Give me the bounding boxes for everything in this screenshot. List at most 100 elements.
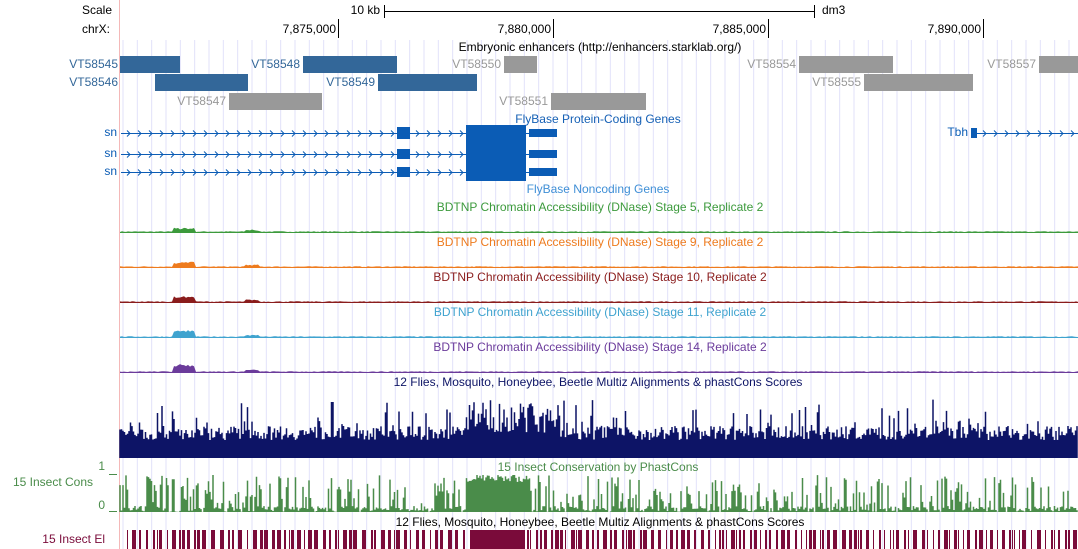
- element: [247, 530, 248, 549]
- element: [530, 530, 531, 549]
- element: [833, 530, 837, 549]
- scale-label: Scale: [82, 3, 112, 17]
- element: [544, 530, 547, 549]
- element: [908, 530, 909, 549]
- element: [435, 530, 438, 549]
- element: [335, 530, 337, 549]
- element: [349, 530, 352, 549]
- element: [687, 530, 690, 549]
- element: [754, 530, 757, 549]
- track-title: 12 Flies, Mosquito, Honeybee, Beetle Mul…: [394, 375, 803, 389]
- element: [860, 530, 862, 549]
- ruler-tick-label: 7,875,000: [283, 22, 337, 36]
- element: [197, 530, 200, 549]
- element: [1009, 530, 1011, 549]
- element: [187, 530, 190, 549]
- element: [388, 530, 391, 549]
- element: [938, 530, 940, 549]
- track-title: Embryonic enhancers (http://enhancers.st…: [459, 40, 742, 54]
- element: [904, 530, 906, 549]
- element: [701, 530, 704, 549]
- element: [896, 530, 899, 549]
- enhancer: [864, 74, 973, 91]
- element: [592, 530, 594, 549]
- element: [997, 530, 998, 549]
- element: [781, 530, 785, 549]
- element: [565, 530, 566, 549]
- element: [986, 530, 987, 549]
- signal: [119, 475, 1078, 512]
- element: [396, 530, 400, 549]
- element: [448, 530, 452, 549]
- enhancer: [378, 74, 477, 91]
- element: [182, 530, 185, 549]
- element: [232, 530, 234, 549]
- element: [1037, 530, 1041, 549]
- enhancer: [551, 93, 646, 110]
- element: [308, 530, 312, 549]
- gene-label: Tbh: [947, 125, 968, 139]
- element: [157, 530, 158, 549]
- gene-label: sn: [104, 125, 117, 139]
- gene-label: sn: [104, 146, 117, 160]
- element: [626, 530, 627, 549]
- element: [571, 530, 575, 549]
- ruler-tick-label: 7,885,000: [713, 22, 767, 36]
- element: [297, 530, 301, 549]
- element: [153, 530, 155, 549]
- element: [731, 530, 735, 549]
- track-title: 12 Flies, Mosquito, Honeybee, Beetle Mul…: [396, 515, 805, 529]
- exon: [397, 149, 410, 159]
- element: [866, 530, 869, 549]
- exon-block: [466, 125, 526, 181]
- element: [179, 530, 181, 549]
- track-side-label: 15 Insect Cons: [13, 475, 93, 489]
- background: [122, 40, 1070, 549]
- element: [277, 530, 281, 549]
- element: [404, 530, 407, 549]
- element: [410, 530, 411, 549]
- element: [979, 530, 983, 549]
- element: [927, 530, 928, 549]
- element: [1065, 530, 1067, 549]
- enhancer-label: VT58548: [251, 57, 300, 71]
- element: [264, 530, 268, 549]
- element: [614, 530, 617, 549]
- signal: [120, 364, 1078, 372]
- element: [820, 530, 821, 549]
- element: [1054, 530, 1055, 549]
- element: [795, 530, 797, 549]
- element: [787, 530, 790, 549]
- enhancer: [155, 74, 248, 91]
- element: [681, 530, 685, 549]
- element: [576, 530, 577, 549]
- track-title: BDTNP Chromatin Accessibility (DNase) St…: [433, 270, 767, 284]
- element: [622, 530, 624, 549]
- element: [194, 530, 196, 549]
- element: [610, 530, 612, 549]
- element: [670, 530, 673, 549]
- intron-arrows: [126, 151, 395, 158]
- enhancer-label: VT58546: [69, 75, 118, 89]
- axis-max-label: 1: [98, 459, 105, 473]
- track-title: FlyBase Protein-Coding Genes: [515, 112, 680, 126]
- element: [329, 530, 331, 549]
- intron-arrows: [126, 169, 395, 176]
- enhancer-label: VT58549: [326, 75, 375, 89]
- element: [990, 530, 993, 549]
- element: [873, 530, 874, 549]
- element: [422, 530, 425, 549]
- enhancer-label: VT58557: [987, 57, 1036, 71]
- element: [1051, 530, 1053, 549]
- element: [597, 530, 599, 549]
- element: [172, 530, 176, 549]
- element: [1058, 530, 1060, 549]
- track-title: BDTNP Chromatin Accessibility (DNase) St…: [437, 235, 764, 249]
- element: [220, 530, 224, 549]
- span-label: 10 kb: [351, 3, 381, 17]
- element: [893, 530, 894, 549]
- element: [769, 530, 771, 549]
- element: [362, 530, 366, 549]
- element: [555, 530, 559, 549]
